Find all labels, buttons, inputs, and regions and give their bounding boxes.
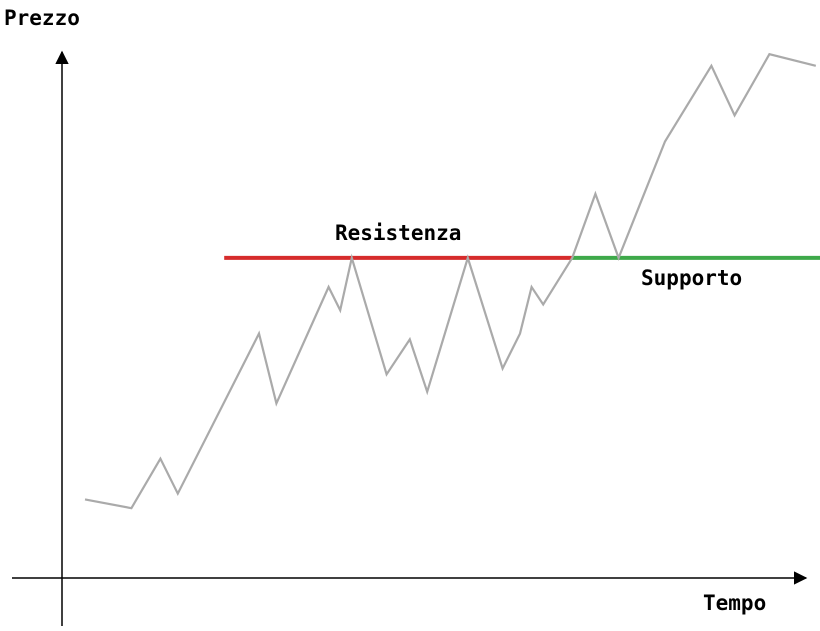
y-axis-label: Prezzo bbox=[4, 6, 80, 30]
axes bbox=[12, 50, 808, 626]
level-label-resistenza: Resistenza bbox=[335, 221, 461, 245]
price-line bbox=[84, 52, 817, 510]
level-label-supporto: Supporto bbox=[641, 266, 742, 290]
chart-marks: Resistenza Supporto bbox=[84, 52, 820, 510]
x-axis-label: Tempo bbox=[703, 591, 766, 615]
